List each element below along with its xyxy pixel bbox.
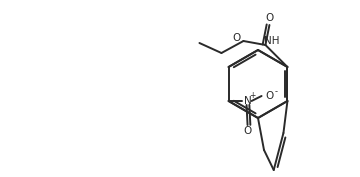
Text: O: O [265, 13, 274, 23]
Text: N: N [244, 96, 251, 106]
Text: +: + [249, 92, 256, 101]
Text: O: O [232, 33, 240, 43]
Text: NH: NH [264, 36, 280, 46]
Text: O: O [265, 91, 274, 101]
Text: O: O [243, 126, 252, 136]
Text: -: - [275, 87, 278, 96]
